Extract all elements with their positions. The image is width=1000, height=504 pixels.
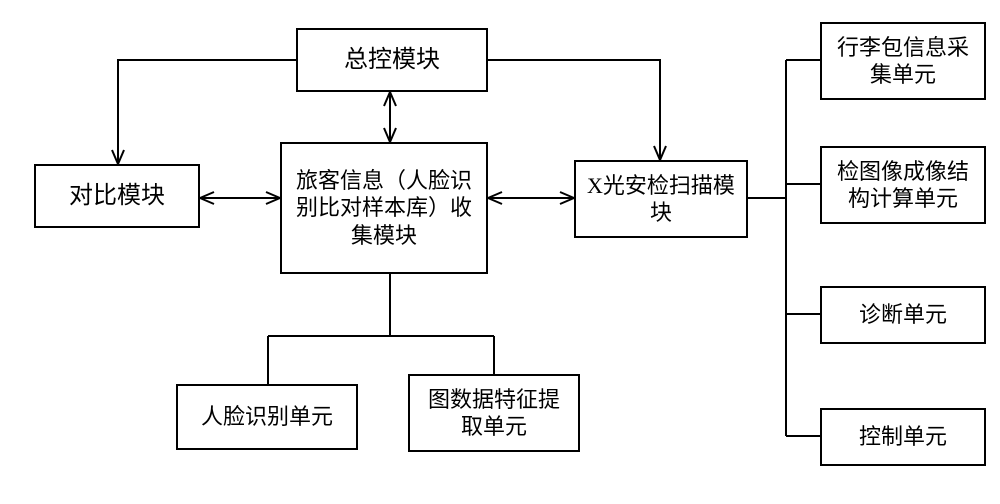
xray-module-box: X光安检扫描模块: [574, 160, 748, 238]
face-unit-box: 人脸识别单元: [176, 384, 358, 450]
arrow-compare-passenger-left: [200, 192, 214, 204]
passenger-module-box: 旅客信息（人脸识别比对样本库）收集模块: [280, 142, 488, 274]
imaging-unit-label: 检图像成像结构计算单元: [830, 158, 976, 213]
arrow-compare-passenger-right: [266, 192, 280, 204]
arrow-master-compare: [112, 150, 124, 164]
arrow-passenger-xray-left: [488, 192, 502, 204]
imaging-unit-box: 检图像成像结构计算单元: [820, 146, 986, 224]
graphdata-unit-box: 图数据特征提取单元: [408, 374, 580, 452]
edge-master-compare: [118, 60, 296, 164]
graphdata-unit-label: 图数据特征提取单元: [418, 386, 570, 441]
luggage-unit-box: 行李包信息采集单元: [820, 22, 986, 100]
edge-master-xray: [488, 60, 660, 160]
diagnosis-unit-box: 诊断单元: [820, 286, 986, 344]
arrow-master-passenger-down: [384, 128, 396, 142]
control-unit-box: 控制单元: [820, 408, 986, 466]
compare-module-box: 对比模块: [34, 164, 200, 228]
compare-module-label: 对比模块: [69, 181, 165, 211]
arrow-master-passenger-up: [384, 92, 396, 106]
arrow-passenger-xray-right: [560, 192, 574, 204]
control-unit-label: 控制单元: [859, 423, 947, 451]
arrow-master-xray: [654, 146, 666, 160]
master-module-label: 总控模块: [344, 45, 440, 75]
diagnosis-unit-label: 诊断单元: [859, 301, 947, 329]
xray-module-label: X光安检扫描模块: [584, 172, 738, 227]
passenger-module-label: 旅客信息（人脸识别比对样本库）收集模块: [290, 167, 478, 250]
luggage-unit-label: 行李包信息采集单元: [830, 34, 976, 89]
face-unit-label: 人脸识别单元: [201, 403, 333, 431]
master-module-box: 总控模块: [296, 28, 488, 92]
